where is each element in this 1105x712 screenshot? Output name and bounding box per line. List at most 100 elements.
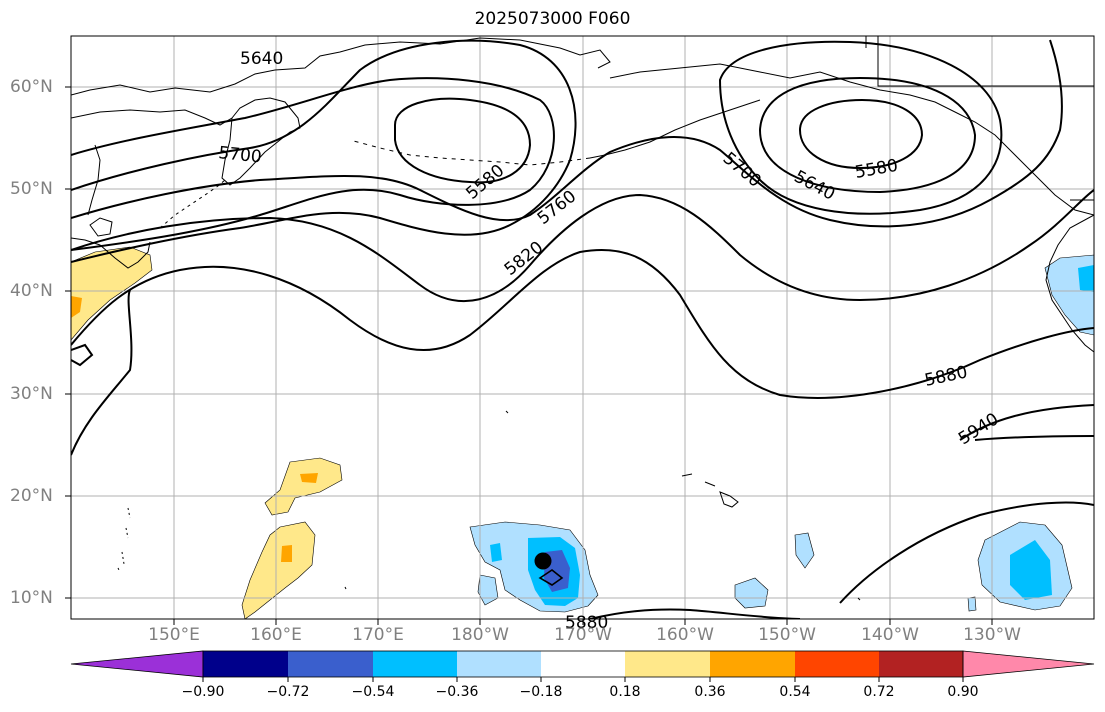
contour-label: 5640 bbox=[791, 167, 839, 205]
colorbar-tick-label: −0.18 bbox=[519, 684, 563, 700]
colorbar-segment bbox=[795, 651, 879, 677]
negative-anomaly-region bbox=[967, 596, 977, 612]
lat-label: 60°N bbox=[10, 77, 53, 97]
contour-5640-east bbox=[758, 76, 977, 194]
lon-label: 180°W bbox=[451, 625, 509, 645]
canada-border bbox=[877, 36, 1094, 87]
contour-5760 bbox=[71, 39, 1063, 228]
positive-anomaly-region bbox=[241, 521, 316, 619]
colorbar-tick-label: −0.36 bbox=[435, 684, 479, 700]
contour-5700 bbox=[71, 39, 577, 263]
contour-small-diamond bbox=[538, 569, 564, 586]
negative-anomaly-region bbox=[794, 532, 815, 569]
colorbar-segment bbox=[203, 651, 288, 677]
negative-anomaly-region bbox=[734, 577, 769, 609]
colorbar-segment bbox=[373, 651, 457, 677]
colorbar-tick-label: −0.90 bbox=[181, 684, 225, 700]
colorbar-tick-label: −0.54 bbox=[351, 684, 395, 700]
colorbar-segment bbox=[879, 651, 963, 677]
axis-ticks bbox=[65, 86, 993, 625]
lat-label: 50°N bbox=[10, 179, 53, 199]
contour-5820 bbox=[71, 189, 1094, 302]
lat-label: 10°N bbox=[10, 588, 53, 608]
colorbar-segment bbox=[625, 651, 710, 677]
storm-center-marker bbox=[534, 552, 552, 570]
contour-5700-east bbox=[718, 40, 1003, 215]
contour-5640 bbox=[71, 77, 555, 251]
colorbar-extend-low bbox=[70, 650, 204, 678]
contour-5880-south bbox=[71, 289, 133, 456]
contour-5580-west bbox=[394, 97, 532, 184]
lat-label: 40°N bbox=[10, 281, 53, 301]
hawaii-islands bbox=[681, 473, 739, 508]
contour-label: 5880 bbox=[923, 362, 969, 391]
small-islands bbox=[344, 410, 861, 601]
contour-label: 5640 bbox=[240, 49, 283, 69]
lon-label: 150°E bbox=[148, 625, 200, 645]
positive-anomaly-core bbox=[71, 296, 82, 318]
colorbar-segment bbox=[710, 651, 795, 677]
aleutian-islands bbox=[349, 139, 591, 166]
hokkaido-coastline bbox=[89, 217, 113, 237]
sakhalin-coastline bbox=[87, 144, 101, 216]
lon-label: 130°W bbox=[963, 625, 1021, 645]
contour-5940 bbox=[959, 404, 1094, 441]
lon-label: 140°W bbox=[861, 625, 919, 645]
contour-5580-east bbox=[798, 98, 924, 170]
kuril-islands bbox=[159, 179, 226, 229]
lon-label: 150°W bbox=[758, 625, 816, 645]
contour-label: 5580 bbox=[462, 161, 508, 204]
map-plot-area bbox=[71, 36, 1094, 619]
coastlines bbox=[71, 36, 1094, 601]
map-title: 2025073000 F060 bbox=[474, 9, 631, 29]
contour-small-loop bbox=[71, 343, 94, 367]
contour-label: 5700 bbox=[719, 149, 765, 192]
contour-label: 5940 bbox=[955, 409, 1002, 449]
contour-labels: 5640 5700 5580 5760 5820 5700 5640 5580 … bbox=[217, 49, 1002, 633]
contour-5940-lower bbox=[974, 435, 1094, 441]
contour-label: 5580 bbox=[853, 156, 899, 183]
colorbar-tick-label: 0.72 bbox=[863, 684, 895, 700]
colorbar-extend-high bbox=[962, 650, 1095, 678]
contour-label: 5880 bbox=[565, 613, 608, 633]
colorbar bbox=[70, 650, 1095, 682]
contour-5880-bottom bbox=[589, 608, 801, 619]
anomaly-shading bbox=[71, 246, 1094, 619]
contour-5880-lower bbox=[839, 501, 1094, 604]
alaska-coastline bbox=[609, 63, 1094, 216]
okhotsk-coastline bbox=[71, 109, 233, 126]
kamchatka-coastline bbox=[221, 97, 301, 186]
lon-label: 170°W bbox=[554, 625, 612, 645]
contour-5880 bbox=[71, 248, 1094, 399]
graticule bbox=[71, 36, 1094, 619]
colorbar-tick-label: 0.36 bbox=[694, 684, 726, 700]
japan-coastline bbox=[71, 237, 151, 269]
small-islands bbox=[117, 507, 131, 573]
north-america-coastline bbox=[1045, 214, 1094, 353]
negative-anomaly-mid bbox=[1078, 265, 1094, 292]
colorbar-tick-label: 0.90 bbox=[947, 684, 979, 700]
positive-anomaly-core bbox=[300, 473, 318, 483]
lon-label: 160°E bbox=[250, 625, 302, 645]
colorbar-segment bbox=[457, 651, 541, 677]
colorbar-tick-label: −0.72 bbox=[266, 684, 310, 700]
lat-label: 30°N bbox=[10, 384, 53, 404]
contour-label: 5700 bbox=[217, 143, 262, 167]
colorbar-segment bbox=[288, 651, 373, 677]
height-contours bbox=[71, 39, 1094, 619]
negative-anomaly-mid bbox=[490, 543, 502, 562]
colorbar-segment bbox=[541, 651, 625, 677]
positive-anomaly-region bbox=[264, 457, 343, 516]
lon-label: 170°E bbox=[352, 625, 404, 645]
lat-label: 20°N bbox=[10, 486, 53, 506]
positive-anomaly-core bbox=[281, 545, 292, 562]
colorbar-tick-label: 0.18 bbox=[609, 684, 641, 700]
negative-anomaly-region bbox=[477, 574, 499, 606]
asia-coastline bbox=[71, 37, 611, 96]
negative-anomaly-mid bbox=[1010, 540, 1052, 600]
colorbar-tick-label: 0.54 bbox=[779, 684, 811, 700]
lon-label: 160°W bbox=[656, 625, 714, 645]
colorbar-frame bbox=[202, 650, 964, 678]
positive-anomaly-region bbox=[71, 246, 153, 341]
